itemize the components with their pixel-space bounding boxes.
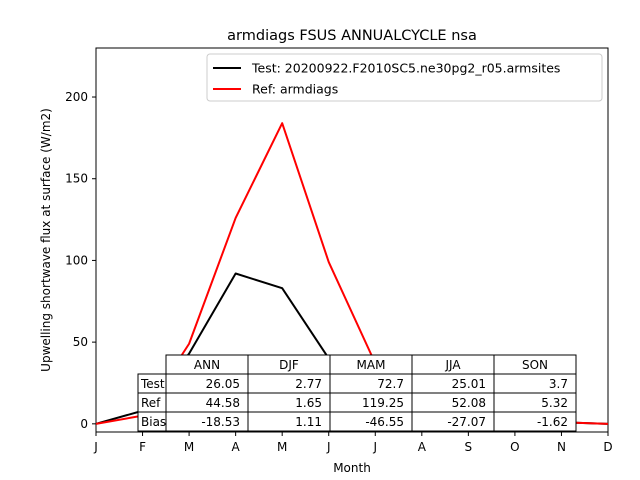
legend-box (206, 53, 603, 102)
x-tick-label: M (277, 440, 287, 454)
x-tick-label: M (184, 440, 194, 454)
x-tick-label: S (465, 440, 473, 454)
table-cell (493, 411, 577, 432)
y-tick-label: 150 (65, 172, 88, 186)
table-cell-value: 3.7 (549, 377, 568, 391)
legend-label-test: Test: 20200922.F2010SC5.ne30pg2_r05.arms… (251, 61, 560, 76)
x-tick-label: A (418, 440, 427, 454)
x-tick-label: O (510, 440, 519, 454)
table-cell-value: -1.62 (537, 415, 568, 429)
table-cell-value: 1.65 (295, 396, 322, 410)
y-tick-label: 0 (80, 417, 88, 431)
x-tick-label: J (93, 440, 98, 454)
x-tick-label: D (603, 440, 612, 454)
x-tick-label: J (326, 440, 331, 454)
table-cell-value: 26.05 (206, 377, 240, 391)
axes-frame (95, 47, 609, 433)
x-tick-label: N (557, 440, 566, 454)
x-axis-label: Month (333, 461, 371, 475)
table-column-header: DJF (279, 358, 299, 372)
table-column-header: ANN (194, 358, 220, 372)
y-axis-label: Upwelling shortwave flux at surface (W/m… (39, 108, 53, 372)
table-cell-value: -18.53 (201, 415, 240, 429)
table-cell-value: 1.11 (295, 415, 322, 429)
table-cell-value: -46.55 (365, 415, 404, 429)
legend-label-ref: Ref: armdiags (252, 82, 338, 97)
table-column-header: JJA (444, 358, 461, 372)
table-column-header: MAM (357, 358, 386, 372)
table-row-label: Ref (141, 396, 161, 410)
x-tick-label: A (232, 440, 241, 454)
table-row-label: Test (140, 377, 165, 391)
table-cell-value: 2.77 (295, 377, 322, 391)
table-cell-value: -27.07 (447, 415, 486, 429)
table-cell-value: 44.58 (206, 396, 240, 410)
y-tick-label: 50 (73, 335, 88, 349)
table-cell-value: 72.7 (377, 377, 404, 391)
table-cell-value: 25.01 (452, 377, 486, 391)
table-column-header: SON (522, 358, 548, 372)
table-cell-value: 52.08 (452, 396, 486, 410)
table-cell-value: 119.25 (362, 396, 404, 410)
table-row-label: Bias (141, 415, 166, 429)
chart-title: armdiags FSUS ANNUALCYCLE nsa (227, 28, 477, 44)
y-tick-label: 200 (65, 90, 88, 104)
x-tick-label: F (139, 440, 146, 454)
y-tick-label: 100 (65, 253, 88, 267)
x-tick-label: J (372, 440, 377, 454)
table-cell-value: 5.32 (541, 396, 568, 410)
